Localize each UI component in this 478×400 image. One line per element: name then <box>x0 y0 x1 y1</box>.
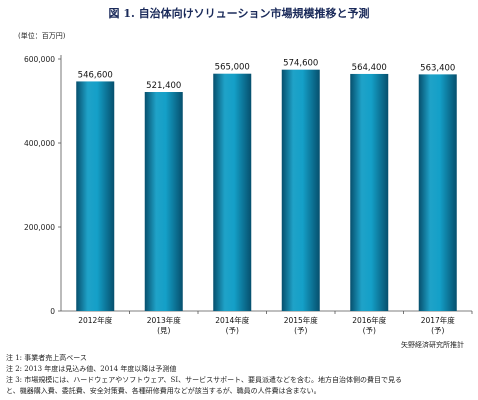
x-tick-sublabel: (予) <box>431 326 444 335</box>
source-note: 矢野経済研究所推計 <box>401 341 464 349</box>
note-3: 注 3: 市場規模には、ハードウェアやソフトウェア、SI、サービスサポート、要員… <box>6 376 402 384</box>
bar <box>350 73 389 312</box>
x-tick-sublabel: (予) <box>363 326 376 335</box>
chart-bars <box>76 69 457 312</box>
x-tick-label: 2017年度 <box>421 315 456 325</box>
bar-value-label: 574,600 <box>283 59 318 69</box>
bar <box>281 69 320 311</box>
notes-block: 注 1: 事業者売上高ベース 注 2: 2013 年度は見込み値、2014 年度… <box>6 353 474 397</box>
x-tick-sublabel: (予) <box>226 326 239 335</box>
y-tick-label: 200,000 <box>24 223 55 232</box>
x-tick-label: 2014年度 <box>215 315 250 325</box>
bar-value-label: 546,600 <box>78 70 113 80</box>
note-2: 注 2: 2013 年度は見込み値、2014 年度以降は予測値 <box>6 365 177 373</box>
note-3-continued: と、機器購入費、委託費、安全対策費、各種研修費用などが該当するが、職員の人件費は… <box>6 387 321 395</box>
y-tick-label: 600,000 <box>24 55 55 64</box>
bar-value-label: 563,400 <box>420 63 455 73</box>
x-tick-sublabel: (見) <box>157 326 170 335</box>
chart-axes: 0 200,000 400,000 600,000 <box>24 55 473 316</box>
unit-label: (単位：百万円) <box>18 32 66 40</box>
chart-labels: 546,600 2012年度 521,400 2013年度(見) 565,000 2014… <box>78 59 456 335</box>
bar <box>418 74 457 311</box>
bar-value-label: 521,400 <box>146 81 181 91</box>
y-tick-label: 400,000 <box>24 139 55 148</box>
bar-value-label: 564,400 <box>352 63 387 73</box>
x-tick-sublabel: (予) <box>294 326 307 335</box>
bar <box>76 81 115 311</box>
y-tick-label: 0 <box>50 307 55 316</box>
x-tick-label: 2016年度 <box>352 315 387 325</box>
bar <box>213 73 252 311</box>
bar <box>144 92 183 312</box>
chart-title: 図 1. 自治体向けソリューション市場規模推移と予測 <box>108 7 370 20</box>
bar-value-label: 565,000 <box>215 63 250 73</box>
x-tick-label: 2015年度 <box>284 315 319 325</box>
x-tick-label: 2012年度 <box>78 315 113 325</box>
x-tick-label: 2013年度 <box>147 315 182 325</box>
note-1: 注 1: 事業者売上高ベース <box>6 354 87 362</box>
